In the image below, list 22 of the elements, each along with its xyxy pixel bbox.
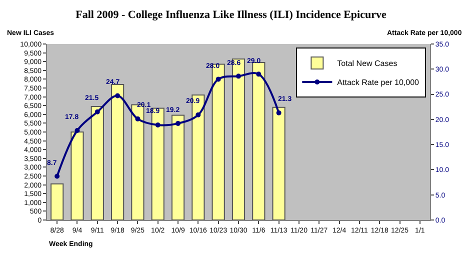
point [155, 122, 160, 128]
point [54, 174, 60, 179]
bar [272, 106, 286, 220]
bar [171, 114, 185, 220]
point [74, 128, 80, 133]
point [216, 76, 221, 82]
bar [70, 132, 84, 220]
point [135, 116, 140, 122]
point [256, 72, 262, 77]
bar [111, 84, 124, 220]
legend-label: Total New Cases [337, 59, 398, 68]
point [196, 112, 201, 118]
legend-label: Attack Rate per 10,000 [337, 78, 420, 88]
point [94, 109, 100, 114]
point [176, 120, 181, 126]
point [236, 74, 241, 79]
chart-title: Fall 2009 - College Influenza Like Illness (ILI) Incidence Epicurve [76, 9, 386, 22]
bar [90, 106, 104, 220]
bar [50, 183, 64, 220]
point [276, 110, 282, 116]
bar [252, 62, 266, 220]
point [115, 93, 120, 98]
